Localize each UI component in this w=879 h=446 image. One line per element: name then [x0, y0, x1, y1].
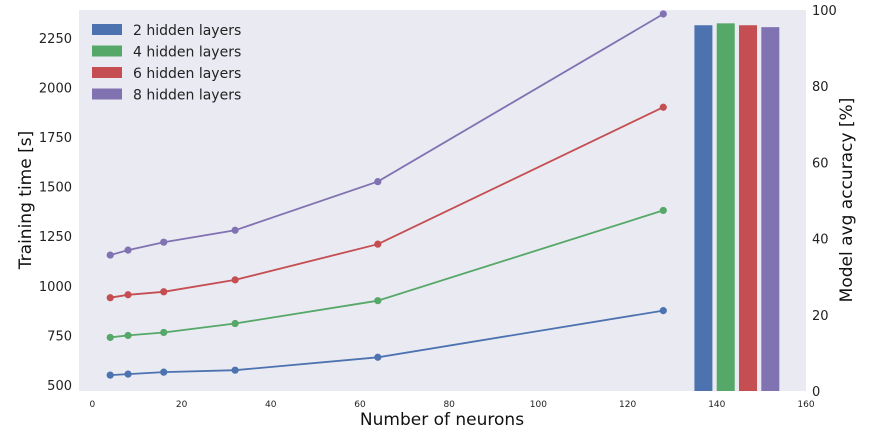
y2-tick-label: 80	[812, 80, 829, 95]
accuracy-bar	[716, 23, 735, 392]
data-point	[231, 319, 239, 328]
y-tick-label: 1750	[39, 131, 72, 146]
data-point	[160, 368, 168, 376]
y2-axis-ticks: 0 20 40 60 80 100	[812, 4, 837, 400]
data-point	[160, 238, 168, 246]
legend-label: 2 hidden layers	[133, 23, 241, 39]
data-point	[231, 276, 239, 284]
y-tick-label: 500	[47, 379, 72, 394]
data-point	[231, 366, 239, 374]
data-point	[374, 353, 382, 361]
y2-tick-label: 0	[812, 385, 820, 400]
data-point	[659, 10, 667, 18]
data-point	[124, 331, 132, 340]
y2-tick-label: 20	[812, 309, 829, 324]
x-tick-label: 140	[708, 400, 725, 410]
data-point	[659, 307, 667, 315]
series-lines	[106, 10, 667, 379]
legend-swatch	[92, 88, 122, 100]
legend-swatch	[92, 45, 122, 57]
legend-swatch	[92, 24, 122, 35]
x-tick-label: 120	[619, 400, 636, 410]
x-tick-label: 60	[354, 400, 366, 410]
data-point	[124, 246, 132, 254]
y-tick-label: 1500	[39, 181, 72, 196]
data-point	[374, 297, 382, 305]
data-point	[106, 333, 114, 342]
y-tick-label: 1000	[39, 280, 72, 295]
accuracy-bars	[694, 23, 780, 392]
y2-tick-label: 100	[812, 4, 837, 19]
y-tick-label: 750	[47, 329, 72, 344]
legend-label: 8 hidden layers	[133, 88, 241, 104]
legend: 2 hidden layers 4 hidden layers 6 hidden l…	[92, 23, 241, 104]
data-point	[124, 370, 132, 378]
accuracy-bar	[694, 25, 713, 392]
data-point	[106, 251, 114, 259]
legend-swatch	[92, 67, 122, 78]
y2-axis-title: Model avg accuracy [%]	[837, 98, 857, 303]
data-point	[160, 288, 168, 296]
data-point	[231, 226, 239, 234]
x-tick-label: 20	[176, 400, 188, 410]
x-tick-label: 0	[90, 400, 96, 410]
data-point	[106, 371, 114, 379]
y2-tick-label: 60	[812, 156, 829, 171]
data-point	[124, 291, 132, 299]
x-tick-label: 100	[530, 400, 547, 410]
data-point	[659, 206, 667, 215]
y-tick-label: 1250	[39, 230, 72, 245]
x-tick-label: 80	[443, 400, 455, 410]
x-axis-ticks: 0 20 40 60 80 100 120 140 160	[90, 400, 815, 410]
y-axis-title: Training time [s]	[16, 131, 36, 270]
data-point	[374, 178, 382, 186]
accuracy-bar	[761, 27, 780, 392]
y-axis-ticks: 500 750 1000 1250 1500 1750 2000 2250	[39, 32, 72, 394]
x-tick-label: 40	[265, 400, 277, 410]
y-tick-label: 2000	[39, 81, 72, 96]
data-point	[374, 240, 382, 248]
legend-label: 4 hidden layers	[133, 45, 241, 61]
legend-label: 6 hidden layers	[133, 66, 241, 82]
data-point	[106, 294, 114, 302]
data-point	[160, 328, 168, 337]
y-tick-label: 2250	[39, 32, 72, 47]
x-tick-label: 160	[797, 400, 814, 410]
x-axis-title: Number of neurons	[360, 410, 524, 430]
y2-tick-label: 40	[812, 233, 829, 248]
accuracy-bar	[739, 25, 758, 392]
data-point	[659, 103, 667, 111]
